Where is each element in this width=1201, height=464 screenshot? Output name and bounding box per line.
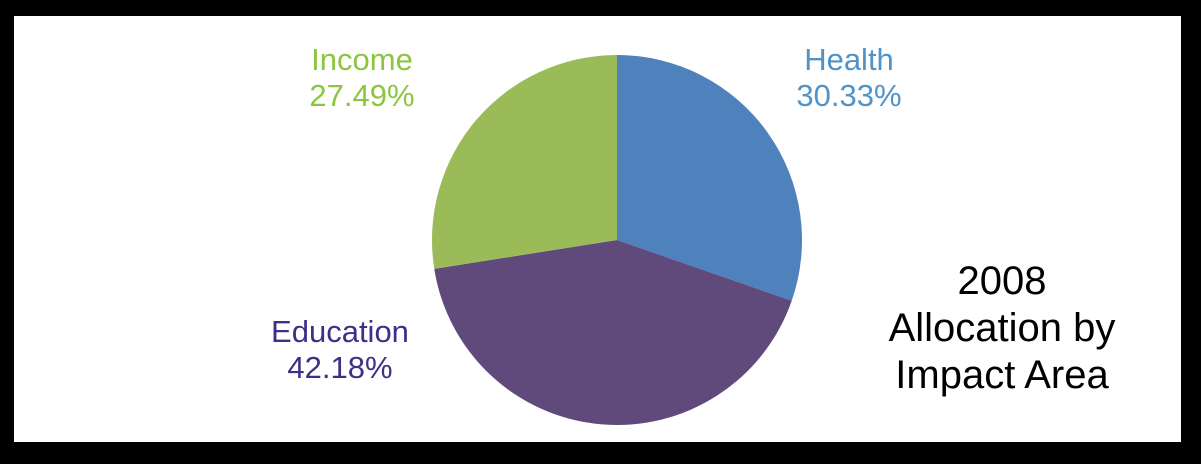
slice-value-health: 30.33% [796, 78, 902, 113]
pie-slice-income [431, 55, 617, 269]
pie-chart [431, 55, 802, 425]
pie-slice-health [617, 55, 802, 301]
slice-label-income: Income 27.49% [282, 42, 442, 114]
chart-title-line-1: 2008 [957, 259, 1047, 303]
chart-title-line-2: Allocation by [888, 306, 1116, 350]
slice-value-income: 27.49% [309, 78, 415, 113]
slice-label-health: Health 30.33% [769, 42, 929, 114]
slice-name-health: Health [804, 42, 894, 77]
slice-value-education: 42.18% [287, 350, 393, 385]
slice-name-education: Education [271, 314, 409, 349]
slice-label-education: Education 42.18% [250, 314, 430, 386]
pie-slice-education [434, 240, 792, 425]
chart-title: 2008 Allocation by Impact Area [842, 258, 1162, 399]
chart-panel: Health 30.33% Education 42.18% Income 27… [14, 16, 1181, 442]
slice-name-income: Income [311, 42, 413, 77]
chart-title-line-3: Impact Area [895, 353, 1109, 397]
